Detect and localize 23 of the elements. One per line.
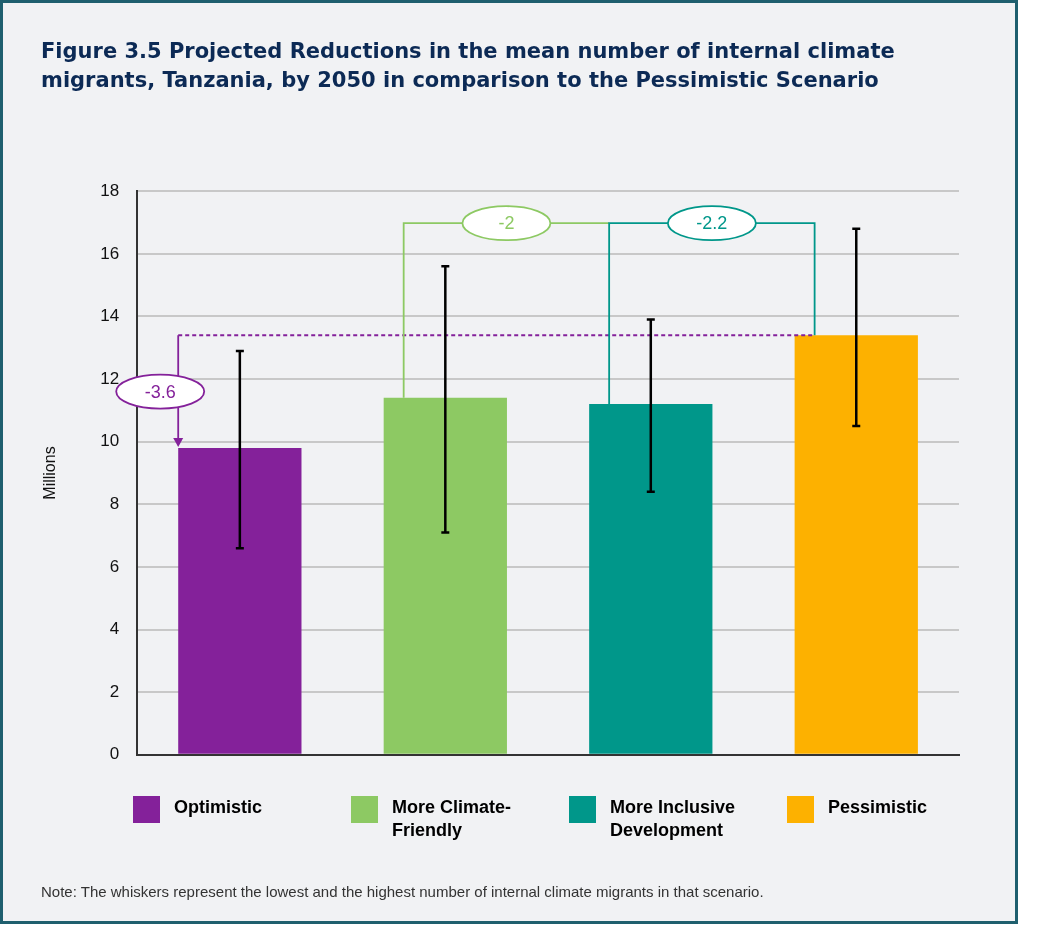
y-tick-label: 6 <box>109 556 120 576</box>
y-tick-label: 12 <box>100 368 120 388</box>
bar <box>794 335 918 754</box>
x-tick-label: More Climate-Friendly <box>392 796 513 842</box>
y-tick-label: 0 <box>109 744 120 764</box>
y-tick-label: 4 <box>109 619 120 639</box>
x-tick-label: Optimistic <box>174 796 263 819</box>
bar <box>589 404 713 754</box>
annotation: -3.6 <box>144 381 176 402</box>
annotation: -2.2 <box>696 213 728 234</box>
chart-title: Figure 3.5 Projected Reductions in the mean number of internal climate migrants, Tanzania, by 2050 in comparison to the Pessimistic Scenario <box>41 38 896 94</box>
y-tick-label: 16 <box>100 243 120 263</box>
annotation: -2 <box>498 213 515 234</box>
y-tick-label: 2 <box>109 681 120 701</box>
y-axis-title: Millions <box>41 446 59 500</box>
y-tick-label: 18 <box>100 180 120 200</box>
y-tick-label: 8 <box>109 494 120 513</box>
y-tick-label: 14 <box>100 306 120 326</box>
y-tick-label: 10 <box>100 431 120 451</box>
bar <box>383 397 507 754</box>
x-tick-label: Pessimistic <box>828 796 929 819</box>
x-tick-label: More Inclusive Development <box>610 796 737 842</box>
text: Note: The whiskers represent the lowest and the highest number of internal climate migrants in that scenario. <box>41 883 764 900</box>
